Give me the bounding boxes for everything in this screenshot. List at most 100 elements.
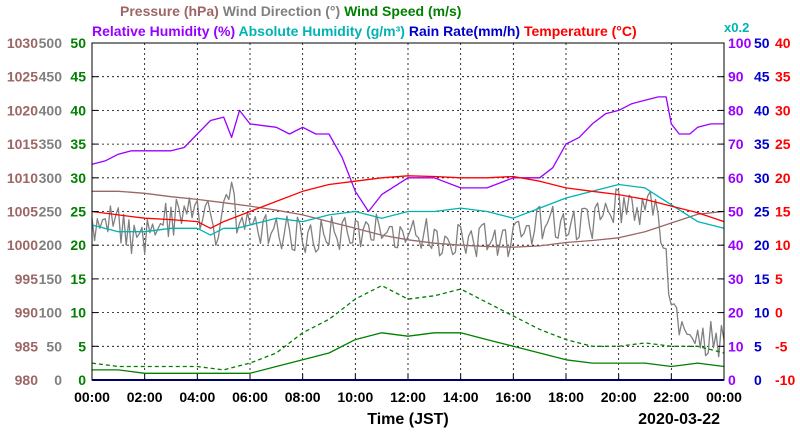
- legend-entry: Temperature (°C): [520, 23, 637, 39]
- x-tick-label: 16:00: [495, 389, 531, 405]
- series-line: [91, 175, 725, 229]
- y-tick-label: 1010: [7, 170, 38, 186]
- legend-entry: Rain Rate(mm/h): [405, 23, 520, 39]
- y-tick-label: 30: [728, 271, 744, 287]
- y-tick-label: 1000: [7, 237, 38, 253]
- x-tick-label: 00:00: [706, 389, 742, 405]
- y-tick-label: 40: [728, 237, 744, 253]
- y-tick-label: 250: [39, 204, 63, 220]
- y-tick-label: 10: [775, 237, 791, 253]
- y-tick-label: 40: [70, 102, 86, 118]
- y-tick-label: 25: [775, 136, 791, 152]
- y-tick-label: 80: [728, 102, 744, 118]
- y-tick-label: 15: [70, 271, 86, 287]
- legend-entry: Relative Humidity (%): [92, 23, 235, 39]
- legend-line-2: Relative Humidity (%) Absolute Humidity …: [92, 23, 637, 39]
- y-tick-label: 40: [775, 35, 791, 51]
- y-tick-label: 450: [39, 69, 63, 85]
- y-tick-label: 60: [728, 170, 744, 186]
- y-tick-label: 100: [39, 305, 63, 321]
- y-tick-label: 1015: [7, 136, 38, 152]
- y-tick-label: 50: [70, 35, 86, 51]
- y-tick-label: 400: [39, 102, 63, 118]
- x-axis-label: Time (JST): [367, 411, 449, 428]
- x-axis: 00:00 02:00 04:00 06:00 08:00 10:00 12:00 14:00…: [74, 374, 742, 405]
- legend-entry: Absolute Humidity (g/m³): [235, 23, 405, 39]
- y-tick-label: 50: [754, 35, 770, 51]
- y-tick-label: 35: [70, 136, 86, 152]
- y-tick-label: 100: [728, 35, 752, 51]
- y-tick-label: 1030: [7, 35, 38, 51]
- y-tick-label: 5: [754, 338, 762, 354]
- y-tick-label: 0: [775, 305, 783, 321]
- x-tick-label: 02:00: [127, 389, 163, 405]
- y-tick-label: 5: [78, 338, 86, 354]
- legend-line-1: Pressure (hPa) Wind Direction (°) Wind S…: [120, 3, 461, 19]
- y-tick-label: -10: [775, 372, 795, 388]
- legend-entry: Pressure (hPa): [120, 3, 219, 19]
- y-tick-label: 10: [728, 338, 744, 354]
- series-line: [91, 183, 725, 236]
- abs-humidity-scale-note: x0.2: [724, 20, 749, 35]
- y-tick-label: 35: [775, 69, 791, 85]
- y-tick-label: 25: [70, 204, 86, 220]
- x-tick-label: 04:00: [179, 389, 215, 405]
- y-tick-label: 30: [775, 102, 791, 118]
- x-tick-label: 12:00: [390, 389, 426, 405]
- y-tick-label: 300: [39, 170, 63, 186]
- y-tick-label: 50: [46, 338, 62, 354]
- y-tick-label: 35: [754, 136, 770, 152]
- x-tick-label: 20:00: [601, 389, 637, 405]
- y-tick-label: 5: [775, 271, 783, 287]
- x-tick-label: 10:00: [337, 389, 373, 405]
- series-line: [91, 284, 725, 371]
- y-tick-label: 30: [70, 170, 86, 186]
- series-line: [92, 332, 725, 374]
- y-tick-label: 150: [39, 271, 63, 287]
- y-tick-label: 10: [70, 305, 86, 321]
- legend-entry: Wind Direction (°): [219, 3, 340, 19]
- y-tick-label: 90: [728, 69, 744, 85]
- x-tick-label: 22:00: [653, 389, 689, 405]
- y-tick-label: 10: [754, 305, 770, 321]
- y-tick-label: 45: [70, 69, 86, 85]
- y-tick-label: 995: [15, 271, 39, 287]
- y-tick-label: -5: [775, 338, 788, 354]
- y-tick-label: 20: [728, 305, 744, 321]
- y-tick-label: 0: [54, 372, 62, 388]
- y-tick-label: 1005: [7, 204, 38, 220]
- y-tick-label: 1020: [7, 102, 38, 118]
- x-tick-label: 00:00: [74, 389, 110, 405]
- y-tick-label: 985: [15, 338, 39, 354]
- x-tick-label: 14:00: [443, 389, 479, 405]
- y-tick-label: 30: [754, 170, 770, 186]
- x-tick-label: 08:00: [285, 389, 321, 405]
- y-tick-label: 20: [775, 170, 791, 186]
- x-tick-label: 06:00: [232, 389, 268, 405]
- legend-entry: Wind Speed (m/s): [340, 3, 461, 19]
- y-tick-label: 25: [754, 204, 770, 220]
- y-tick-label: 70: [728, 136, 744, 152]
- y-tick-label: 50: [728, 204, 744, 220]
- x-tick-label: 18:00: [548, 389, 584, 405]
- y-tick-label: 0: [78, 372, 86, 388]
- y-tick-label: 0: [728, 372, 736, 388]
- y-tick-label: 20: [754, 237, 770, 253]
- y-tick-label: 1025: [7, 69, 38, 85]
- series-line: [92, 190, 725, 248]
- y-tick-label: 20: [70, 237, 86, 253]
- y-tick-label: 15: [775, 204, 791, 220]
- y-axes: 9809859909951000100510101015102010251030…: [7, 35, 796, 388]
- y-tick-label: 45: [754, 69, 770, 85]
- series-line: [91, 181, 725, 358]
- y-tick-label: 15: [754, 271, 770, 287]
- series-line: [91, 96, 724, 213]
- legend: Pressure (hPa) Wind Direction (°) Wind S…: [92, 3, 749, 39]
- y-tick-label: 990: [15, 305, 39, 321]
- y-tick-label: 500: [39, 35, 63, 51]
- date-label: 2020-03-22: [638, 411, 720, 428]
- y-tick-label: 350: [39, 136, 63, 152]
- y-tick-label: 980: [15, 372, 39, 388]
- y-tick-label: 200: [39, 237, 63, 253]
